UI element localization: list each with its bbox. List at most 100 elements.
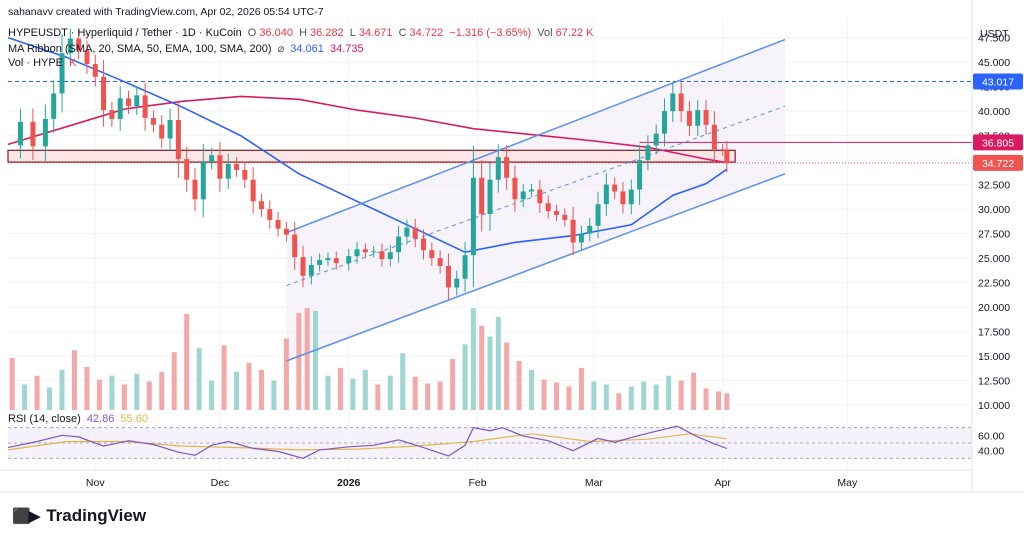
candle-body bbox=[275, 219, 281, 229]
candle-body bbox=[325, 258, 331, 261]
tradingview-logo-icon: ⬛▶ bbox=[12, 508, 40, 525]
volume-bar bbox=[400, 353, 406, 410]
candle-body bbox=[126, 98, 131, 107]
candle-body bbox=[429, 250, 435, 259]
support-zone bbox=[7, 81, 972, 164]
candle-body bbox=[595, 204, 601, 226]
volume-bar bbox=[221, 345, 227, 410]
channel-lower-line bbox=[286, 173, 786, 362]
rising-channel bbox=[286, 38, 786, 362]
candle-body bbox=[283, 228, 289, 235]
change-value: −1.316 (−3.65%) bbox=[449, 27, 532, 39]
candle-body bbox=[529, 189, 535, 192]
candle-body bbox=[250, 179, 256, 202]
time-axis: Nov Dec 2026 Feb Mar Apr May bbox=[86, 477, 858, 489]
volume-bar bbox=[479, 325, 485, 410]
volume-bar bbox=[283, 338, 289, 410]
candle-body bbox=[92, 64, 98, 77]
ma-legend[interactable]: MA Ribbon (SMA, 20, SMA, 50, EMA, 100, S… bbox=[8, 42, 367, 55]
candle-body bbox=[300, 257, 306, 276]
candle-body bbox=[396, 236, 402, 253]
candle-body bbox=[653, 133, 659, 146]
volume-bar bbox=[121, 384, 127, 410]
candle-body bbox=[470, 177, 476, 256]
channel-mid-line bbox=[286, 105, 786, 287]
price-label-text: 34.722 bbox=[982, 158, 1014, 170]
candle-body bbox=[387, 252, 393, 260]
volume-bar bbox=[425, 383, 431, 410]
candle-body bbox=[76, 38, 82, 51]
price-tick-label: 40.000 bbox=[978, 106, 1010, 118]
price-axis-unit: USDT bbox=[980, 28, 1009, 40]
candle-body bbox=[587, 225, 593, 234]
price-label-box bbox=[973, 73, 1023, 90]
candle-body bbox=[67, 38, 73, 54]
volume-bar bbox=[516, 361, 522, 410]
candle-body bbox=[184, 159, 190, 180]
volume-bar bbox=[59, 369, 65, 410]
volume-bar bbox=[246, 362, 252, 410]
ma-title: MA Ribbon (SMA, 20, SMA, 50, EMA, 100, S… bbox=[8, 43, 272, 55]
time-tick-label: May bbox=[837, 477, 858, 489]
low-label: L bbox=[349, 27, 356, 39]
volume-bar bbox=[325, 375, 331, 410]
volume-bar bbox=[462, 344, 468, 410]
volume-bar bbox=[350, 378, 356, 410]
close-value: 34.722 bbox=[409, 27, 444, 39]
volume-bar bbox=[171, 352, 177, 410]
candle-body bbox=[720, 149, 726, 151]
candle-body bbox=[703, 110, 709, 125]
volume-bar bbox=[724, 393, 730, 410]
volume-bar bbox=[34, 375, 40, 410]
symbol-title: HYPEUSDT · Hyperliquid / Tether · 1D · K… bbox=[8, 27, 242, 39]
volume-bar bbox=[591, 381, 597, 410]
volume-bar bbox=[529, 369, 535, 410]
candle-body bbox=[175, 119, 181, 160]
volume-bar bbox=[541, 379, 547, 410]
time-tick-label: Mar bbox=[585, 477, 604, 489]
rsi-pane bbox=[7, 425, 972, 459]
time-tick-label: 2026 bbox=[337, 477, 361, 489]
price-tick-label: 20.000 bbox=[978, 302, 1010, 314]
volume-legend[interactable]: Vol · HYPE K bbox=[8, 57, 79, 69]
price-tick-label: 27.500 bbox=[978, 229, 1010, 241]
volume-bar bbox=[304, 308, 310, 410]
volume-bar bbox=[146, 381, 152, 410]
candle-body bbox=[234, 164, 240, 170]
support-zone-box bbox=[7, 149, 736, 163]
candle-body bbox=[512, 177, 518, 200]
channel-fill bbox=[286, 39, 786, 362]
candle-body bbox=[695, 110, 701, 126]
price-tick-label: 45.000 bbox=[978, 57, 1010, 69]
symbol-legend[interactable]: HYPEUSDT · Hyperliquid / Tether · 1D · K… bbox=[8, 27, 597, 39]
channel-shade bbox=[286, 39, 786, 362]
volume-bar bbox=[71, 350, 77, 410]
volume-bar bbox=[387, 375, 393, 410]
candle-body bbox=[445, 265, 451, 288]
close-label: C bbox=[398, 27, 407, 39]
volume-bar bbox=[312, 311, 318, 410]
candle-body bbox=[379, 251, 385, 260]
rsi-ma-line bbox=[7, 433, 727, 451]
brand[interactable]: ⬛▶ TradingView bbox=[12, 506, 146, 526]
volume-bar bbox=[437, 381, 443, 410]
candle-body bbox=[620, 191, 626, 205]
candle-body bbox=[462, 255, 468, 279]
volume-bars bbox=[9, 308, 730, 410]
candle-body bbox=[404, 227, 410, 237]
price-label-box bbox=[973, 134, 1023, 151]
price-tick-label: 25.000 bbox=[978, 253, 1010, 265]
candle-body bbox=[354, 249, 360, 257]
volume-bar bbox=[716, 391, 722, 410]
rsi-legend[interactable]: RSI (14, close) 42.86 55.60 bbox=[8, 413, 151, 425]
candle-body bbox=[109, 110, 115, 119]
candle-body bbox=[645, 145, 651, 161]
candle-body bbox=[562, 214, 568, 220]
rsi-tick-label: 40.00 bbox=[978, 446, 1004, 458]
volume-bar bbox=[209, 380, 215, 410]
volume-bar bbox=[362, 369, 368, 410]
volume-bar bbox=[234, 371, 240, 410]
volume-bar bbox=[578, 367, 584, 410]
volume-bar bbox=[495, 316, 501, 410]
